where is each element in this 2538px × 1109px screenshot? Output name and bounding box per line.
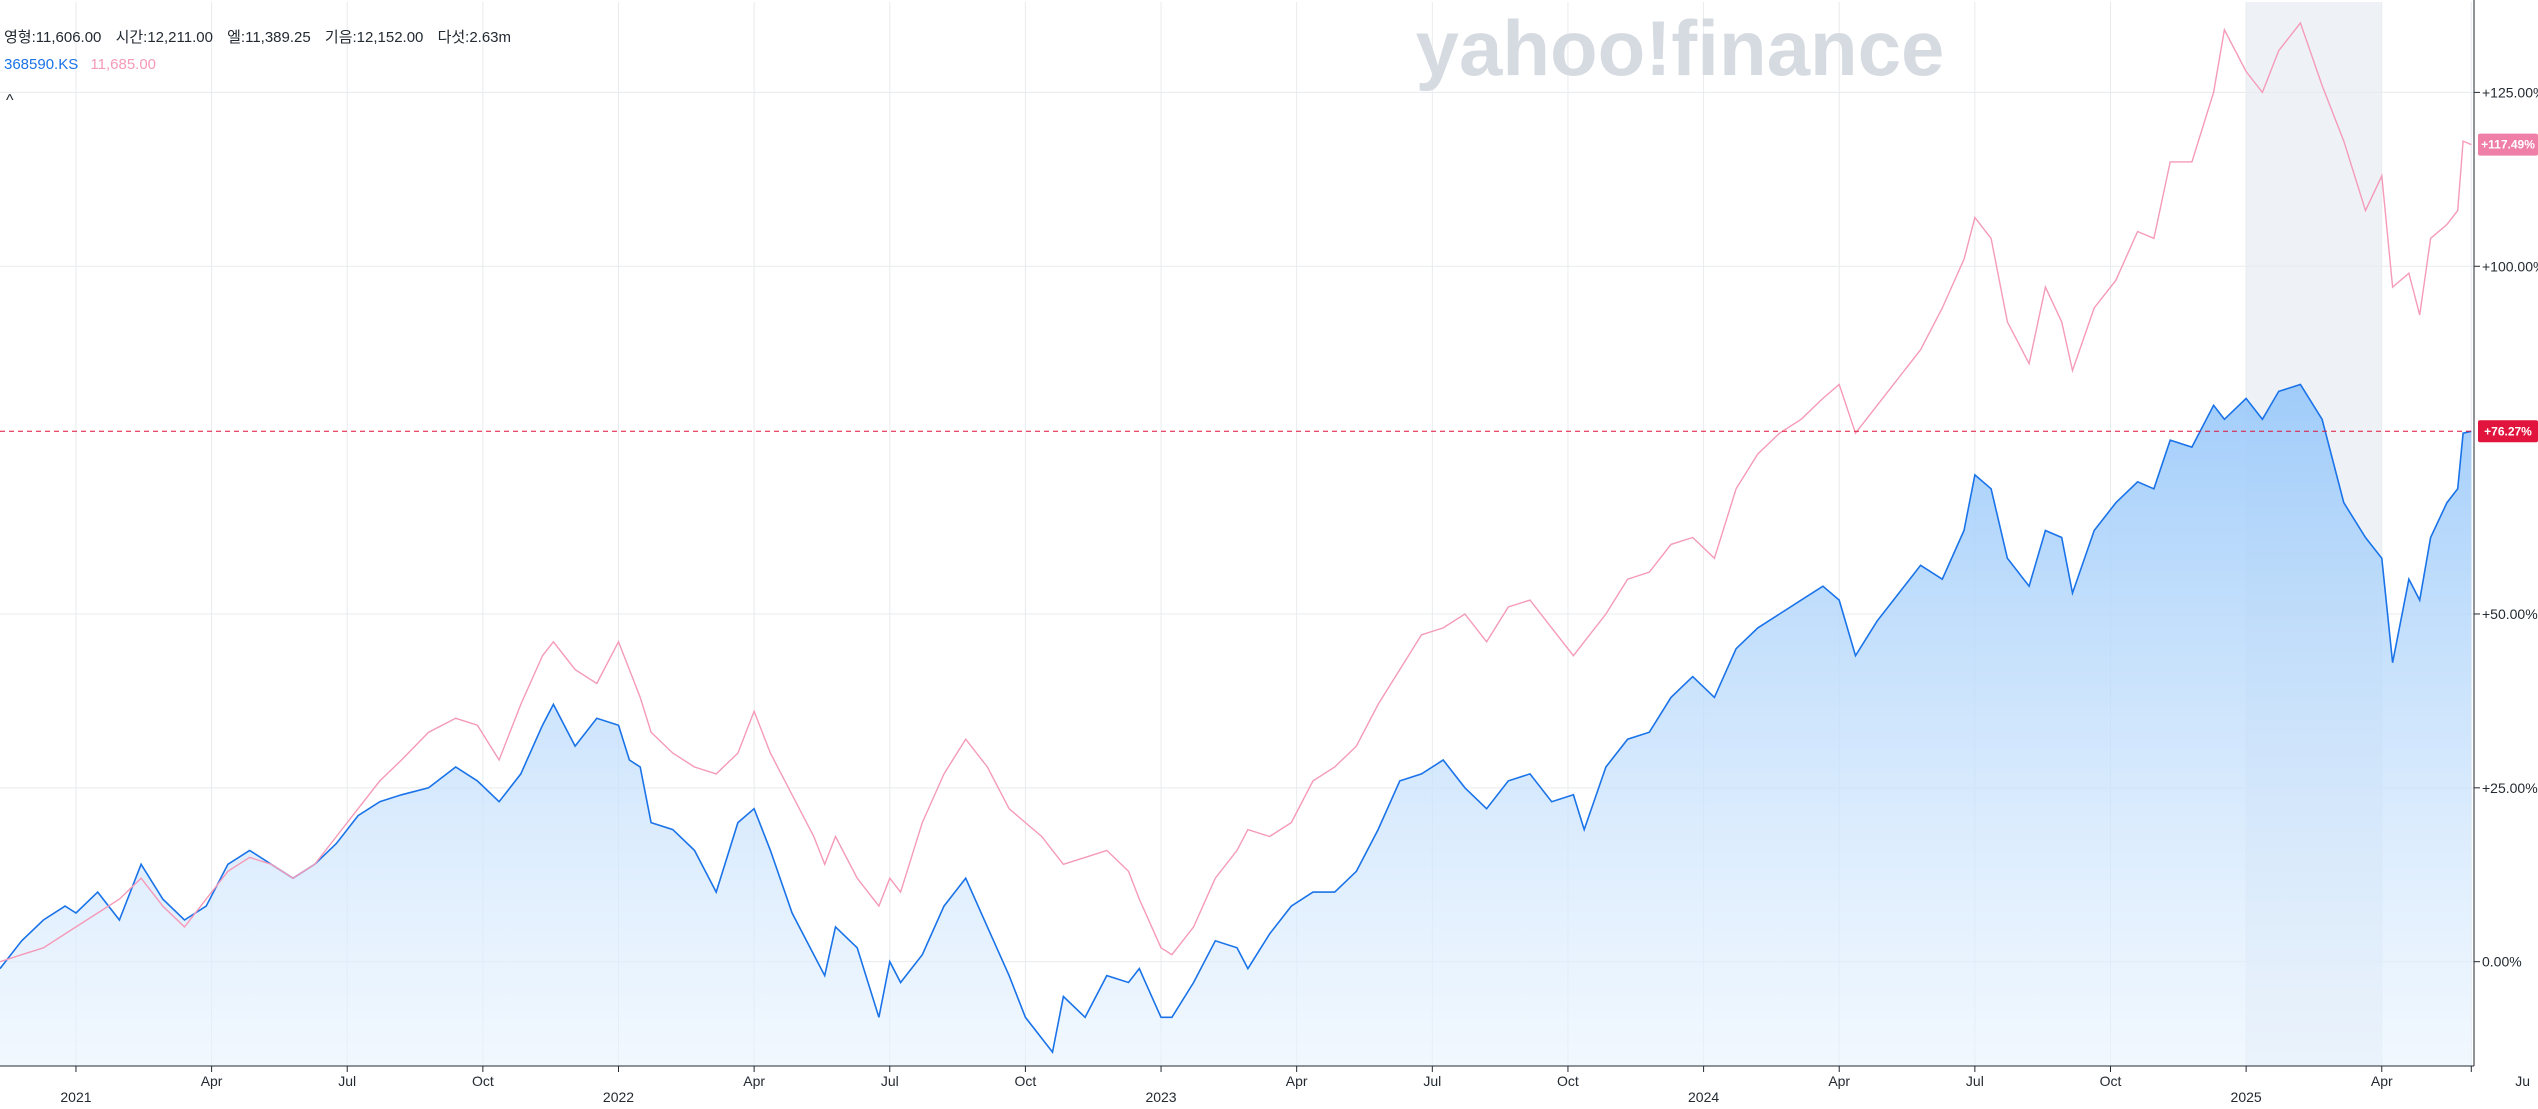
series-legend: 368590.KS 11,685.00: [4, 56, 164, 73]
legend-primary-symbol[interactable]: 368590.KS: [4, 56, 79, 73]
ohlc-close: 기음:12,152.00: [324, 29, 424, 46]
ohlc-volume: 다섯:2.63m: [437, 29, 512, 46]
ohlc-readout: 영형:11,606.00 시간:12,211.00 엘:11,389.25 기음…: [4, 26, 521, 47]
y-tick-label: 0.00%: [2482, 954, 2522, 970]
x-tick-label: Apr: [2371, 1073, 2393, 1089]
x-tick-label: Apr: [1828, 1073, 1850, 1089]
x-tick-label: Apr: [1286, 1073, 1308, 1089]
primary-series-line[interactable]: [0, 383, 2472, 1054]
x-tick-label: Jul: [1966, 1073, 1984, 1089]
x-tick-label: 2021: [60, 1089, 91, 1105]
ohlc-open: 영형:11,606.00: [4, 29, 102, 46]
x-tick-label: Jul: [1423, 1073, 1441, 1089]
y-tick-label: +100.00%: [2482, 258, 2538, 274]
x-tick-label: 2025: [2231, 1089, 2262, 1105]
legend-compare-value[interactable]: 11,685.00: [90, 56, 157, 73]
x-tick-label: Jul: [338, 1073, 356, 1089]
compare-price-badge-bg: [2478, 133, 2538, 156]
primary-series-area: [0, 384, 2472, 1066]
y-tick-label: +50.00%: [2482, 606, 2538, 622]
ohlc-high: 시간:12,211.00: [115, 29, 213, 46]
compare-price-badge: +117.49%: [2478, 133, 2538, 156]
yahoo-finance-watermark: yahoo!finance: [1416, 4, 1945, 92]
x-tick-label: 2023: [1145, 1089, 1176, 1105]
x-tick-label: Jul: [881, 1073, 899, 1089]
x-tick-label: Oct: [1557, 1073, 1579, 1089]
x-tick-label: Apr: [201, 1073, 223, 1089]
x-tick-label: Ju: [2515, 1073, 2530, 1089]
compare-series-line[interactable]: [0, 21, 2472, 963]
x-tick-label: Oct: [1015, 1073, 1037, 1089]
y-tick-label: +125.00%: [2482, 84, 2538, 100]
x-tick-label: Apr: [743, 1073, 765, 1089]
current-price-badge-bg: [2478, 420, 2538, 443]
collapse-legend-chevron-up-icon[interactable]: ^: [6, 92, 14, 109]
y-tick-label: +25.00%: [2482, 780, 2538, 796]
x-tick-label: Oct: [2100, 1073, 2122, 1089]
compare-price-badge-label: +117.49%: [2481, 138, 2535, 152]
ohlc-low: 엘:11,389.25: [227, 29, 311, 46]
current-price-badge-label: +76.27%: [2484, 424, 2532, 438]
x-tick-label: 2024: [1688, 1089, 1719, 1105]
x-tick-label: 2022: [603, 1089, 634, 1105]
current-price-badge: +76.27%: [2478, 420, 2538, 443]
x-tick-label: Oct: [472, 1073, 494, 1089]
